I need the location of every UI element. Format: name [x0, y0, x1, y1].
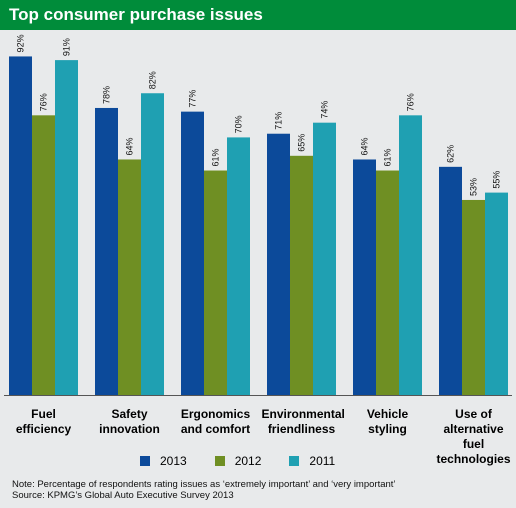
legend-swatch-2013: [140, 456, 150, 466]
bar-2012-4: [376, 170, 399, 395]
data-label-2012-1: 64%: [125, 137, 135, 155]
category-label-0: Fuel efficiency: [4, 407, 84, 437]
footnote: Note: Percentage of respondents rating i…: [12, 479, 396, 501]
data-label-2011-4: 76%: [406, 93, 416, 111]
category-label-line: friendliness: [267, 422, 336, 436]
category-label-line: alternative: [443, 422, 504, 436]
bar-2012-1: [118, 159, 141, 395]
category-label-line: fuel: [462, 437, 485, 451]
data-label-2012-4: 61%: [383, 149, 393, 167]
bar-2011-3: [313, 122, 336, 396]
category-label-2: Ergonomics and comfort: [176, 407, 256, 437]
chart-title: Top consumer purchase issues: [9, 5, 263, 24]
bar-2011-4: [399, 115, 422, 395]
bar-2013-2: [181, 111, 204, 395]
legend: 2013 2012 2011: [140, 454, 363, 468]
data-label-2012-2: 61%: [211, 149, 221, 167]
data-label-2013-0: 92%: [16, 34, 26, 52]
legend-swatch-2011: [289, 456, 300, 466]
category-label-4: Vehicle styling: [348, 407, 428, 437]
category-label-3: Environmental friendliness: [261, 407, 345, 437]
legend-swatch-2012: [214, 456, 225, 466]
category-label-line: efficiency: [15, 422, 72, 436]
category-label-line: styling: [368, 422, 407, 436]
category-label-line: Safety: [111, 407, 148, 421]
legend-item-2011: 2011: [289, 454, 335, 468]
bar-2013-0: [9, 56, 32, 395]
data-label-2012-3: 65%: [297, 134, 307, 152]
category-label-line: Vehicle: [366, 407, 409, 421]
legend-label-2012: 2012: [234, 454, 262, 468]
category-label-line: technologies: [436, 452, 511, 466]
bar-2011-2: [227, 137, 250, 395]
title-bar: Top consumer purchase issues: [0, 0, 516, 30]
data-label-2013-4: 64%: [360, 137, 370, 155]
category-label-1: Safety innovation: [90, 407, 170, 437]
legend-label-2013: 2013: [160, 454, 187, 468]
bar-2012-0: [32, 115, 55, 395]
data-label-2013-2: 77%: [188, 90, 198, 108]
bar-2012-2: [204, 170, 227, 395]
bar-2013-1: [95, 107, 118, 396]
legend-item-2013: 2013: [140, 454, 187, 468]
note-text: Note: Percentage of respondents rating i…: [12, 479, 396, 490]
legend-item-2012: 2012: [214, 454, 262, 468]
data-label-2012-0: 76%: [39, 93, 49, 111]
bar-2013-5: [439, 166, 462, 395]
category-label-line: Use of: [455, 407, 492, 421]
data-label-2013-3: 71%: [274, 112, 284, 130]
source-text: Source: KPMG’s Global Auto Executive Sur…: [12, 490, 234, 501]
bar-2013-3: [267, 133, 290, 395]
data-label-2013-1: 78%: [102, 86, 112, 104]
data-label-2012-5: 53%: [469, 178, 479, 196]
category-label-line: Environmental: [261, 407, 345, 421]
category-label-line: innovation: [99, 422, 160, 436]
category-label-line: and comfort: [180, 422, 251, 436]
bar-2011-1: [141, 93, 164, 396]
category-label-5: Use of alternative fuel technologies: [434, 407, 514, 467]
category-label-line: Fuel: [31, 407, 56, 421]
bar-2011-0: [55, 60, 78, 396]
data-label-2011-3: 74%: [320, 101, 330, 119]
category-label-line: Ergonomics: [180, 407, 251, 421]
bar-2012-5: [462, 199, 485, 395]
data-label-2011-1: 82%: [148, 71, 158, 89]
bar-2011-5: [485, 192, 508, 395]
bar-2013-4: [353, 159, 376, 395]
legend-label-2011: 2011: [309, 454, 336, 468]
data-label-2011-2: 70%: [234, 115, 244, 133]
data-label-2013-5: 62%: [446, 145, 456, 163]
bar-2012-3: [290, 155, 313, 395]
data-label-2011-0: 91%: [62, 38, 72, 56]
data-label-2011-5: 55%: [492, 171, 502, 189]
